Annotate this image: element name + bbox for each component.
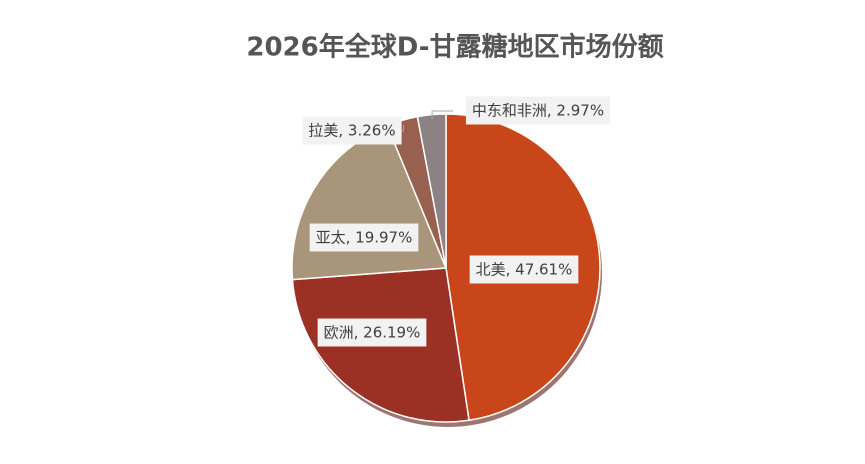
data-label: 北美, 47.61% xyxy=(469,255,579,284)
label-bg xyxy=(309,223,419,252)
label-text: 拉美, 3.26% xyxy=(308,122,395,140)
leader-line xyxy=(431,110,453,120)
label-bg xyxy=(302,116,402,145)
label-text: 亚太, 19.97% xyxy=(316,229,413,247)
data-label: 欧洲, 26.19% xyxy=(317,318,427,347)
chart-title: 2026年全球D-甘露糖地区市场份额 xyxy=(246,32,663,63)
label-text: 北美, 47.61% xyxy=(476,261,573,279)
label-bg xyxy=(465,96,611,125)
label-bg xyxy=(317,318,427,347)
label-text: 欧洲, 26.19% xyxy=(324,324,421,342)
label-text: 中东和非洲, 2.97% xyxy=(472,102,604,120)
label-bg xyxy=(469,255,579,284)
data-label: 中东和非洲, 2.97% xyxy=(465,96,611,125)
data-label: 拉美, 3.26% xyxy=(302,116,402,145)
data-label: 亚太, 19.97% xyxy=(309,223,419,252)
